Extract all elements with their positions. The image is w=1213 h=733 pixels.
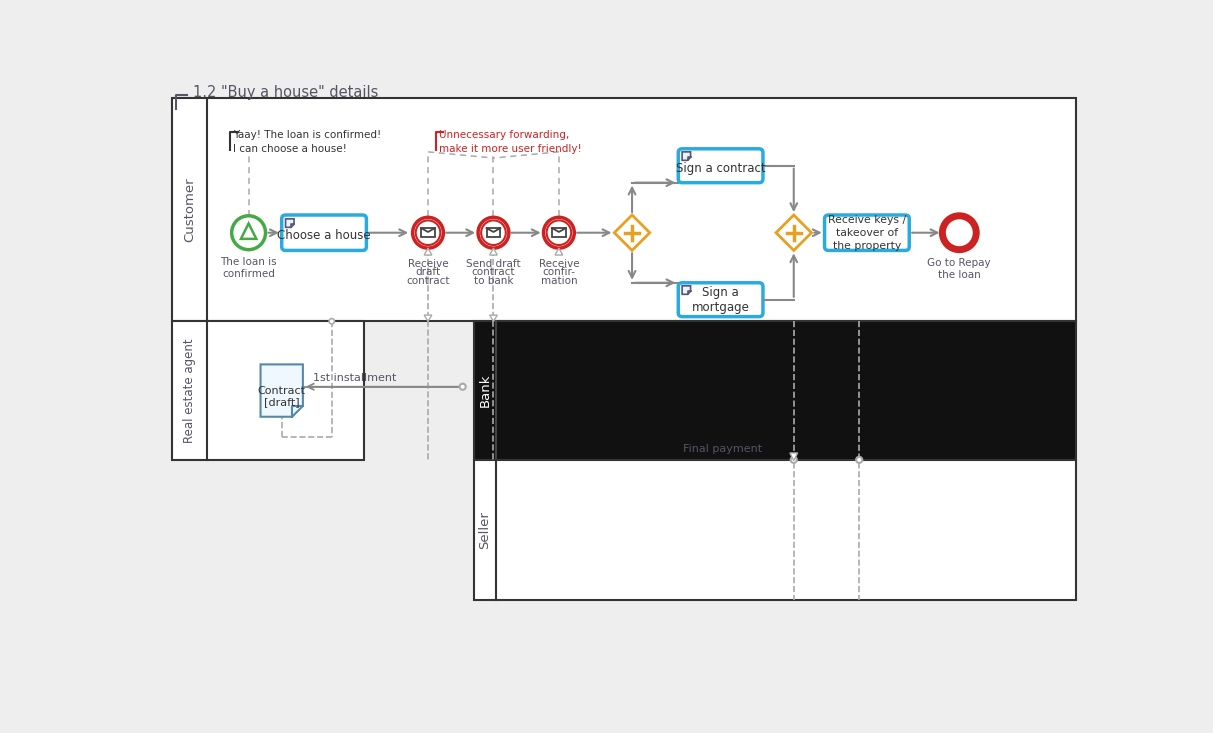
Polygon shape xyxy=(241,224,256,239)
Text: Sign a contract: Sign a contract xyxy=(676,161,765,174)
Text: 1st installment: 1st installment xyxy=(313,373,397,383)
Circle shape xyxy=(232,216,266,250)
FancyBboxPatch shape xyxy=(678,283,763,317)
Text: Real estate agent: Real estate agent xyxy=(183,338,195,443)
Text: Receive: Receive xyxy=(408,259,449,269)
Text: The loan is
confirmed: The loan is confirmed xyxy=(221,257,277,279)
Text: Choose a house: Choose a house xyxy=(278,229,371,243)
Polygon shape xyxy=(490,248,497,255)
Circle shape xyxy=(856,457,862,463)
Circle shape xyxy=(478,217,509,248)
Bar xyxy=(171,98,1076,321)
Polygon shape xyxy=(682,152,690,161)
Polygon shape xyxy=(490,315,497,321)
Polygon shape xyxy=(614,215,650,251)
Bar xyxy=(474,321,1076,460)
Polygon shape xyxy=(261,364,303,417)
Circle shape xyxy=(412,217,444,248)
Text: 1.2 "Buy a house" details: 1.2 "Buy a house" details xyxy=(193,84,378,100)
FancyBboxPatch shape xyxy=(281,215,366,251)
Polygon shape xyxy=(776,215,811,251)
Text: Bank: Bank xyxy=(478,374,491,408)
Text: contract: contract xyxy=(472,268,516,277)
Text: Sign a
mortgage: Sign a mortgage xyxy=(691,286,750,314)
Bar xyxy=(474,460,1076,600)
Polygon shape xyxy=(556,248,563,255)
Polygon shape xyxy=(682,286,690,295)
Circle shape xyxy=(547,221,571,245)
Text: confir-: confir- xyxy=(542,268,575,277)
Text: Unnecessary forwarding,
make it more user friendly!: Unnecessary forwarding, make it more use… xyxy=(439,130,581,153)
Text: contract: contract xyxy=(406,276,450,286)
Polygon shape xyxy=(285,219,294,227)
Circle shape xyxy=(791,457,797,463)
Text: Receive keys /
takeover of
the property: Receive keys / takeover of the property xyxy=(827,215,906,251)
Polygon shape xyxy=(425,315,432,321)
Text: Yaay! The loan is confirmed!
I can choose a house!: Yaay! The loan is confirmed! I can choos… xyxy=(233,130,381,153)
Text: Final payment: Final payment xyxy=(683,443,762,454)
Circle shape xyxy=(482,221,506,245)
Text: draft: draft xyxy=(415,268,440,277)
Circle shape xyxy=(943,216,976,250)
Circle shape xyxy=(416,221,440,245)
Text: Send draft: Send draft xyxy=(466,259,520,269)
Bar xyxy=(552,228,565,237)
Bar xyxy=(486,228,501,237)
Bar xyxy=(421,228,435,237)
Bar xyxy=(171,321,364,460)
Circle shape xyxy=(543,217,574,248)
Text: to bank: to bank xyxy=(474,276,513,286)
Text: Receive: Receive xyxy=(539,259,580,269)
FancyBboxPatch shape xyxy=(678,149,763,183)
Polygon shape xyxy=(425,248,432,255)
Text: Contract
[draft]: Contract [draft] xyxy=(257,386,306,408)
Circle shape xyxy=(329,319,335,324)
Text: Seller: Seller xyxy=(478,511,491,549)
Text: Go to Repay
the loan: Go to Repay the loan xyxy=(928,258,991,280)
Circle shape xyxy=(460,383,466,390)
FancyBboxPatch shape xyxy=(825,215,910,251)
Text: Customer: Customer xyxy=(183,177,195,242)
Polygon shape xyxy=(790,453,798,460)
Text: mation: mation xyxy=(541,276,577,286)
